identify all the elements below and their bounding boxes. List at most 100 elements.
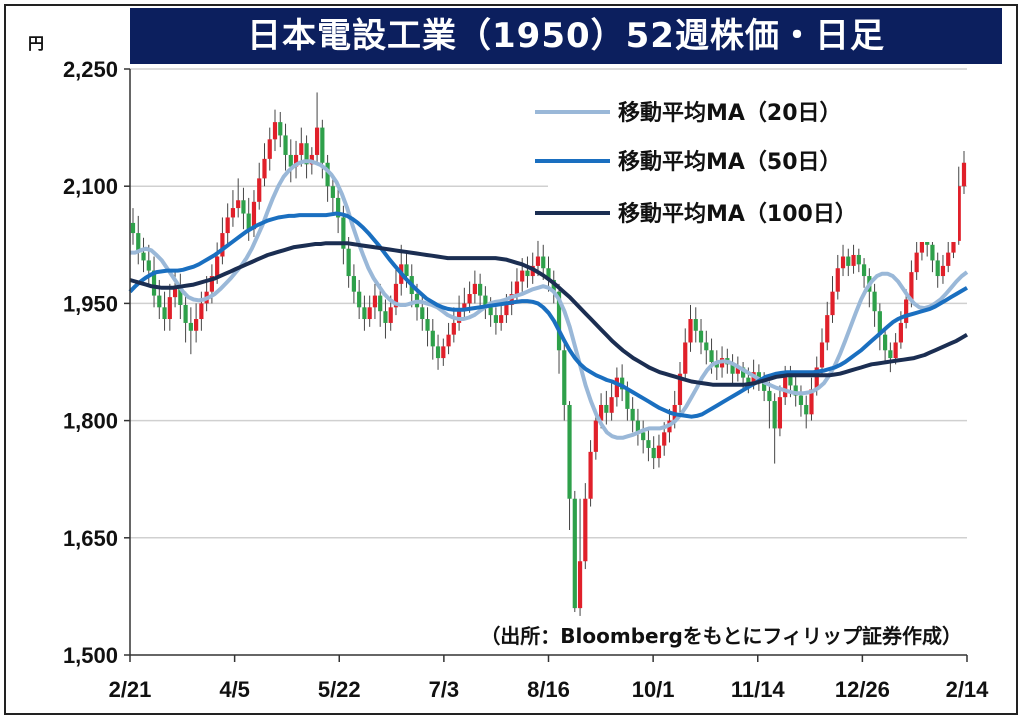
candle-body-97	[641, 432, 646, 441]
candle-body-43	[357, 291, 362, 308]
legend-label-ma20: 移動平均MA（20日）	[618, 100, 842, 126]
candle-body-90	[604, 404, 609, 413]
candle-body-125	[788, 375, 793, 386]
candle-body-41	[346, 248, 351, 277]
candle-body-111	[714, 362, 719, 368]
candle-45	[367, 295, 372, 327]
candle-body-101	[662, 432, 667, 446]
candle-body-27	[272, 122, 278, 140]
candle-body-52	[404, 264, 409, 277]
x-tick-label-4: 8/16	[527, 677, 570, 702]
candle-body-56	[425, 319, 430, 331]
candle-body-9	[178, 286, 183, 305]
candle-body-89	[598, 404, 604, 421]
candle-body-85	[577, 561, 583, 609]
candle-body-4	[151, 270, 157, 296]
candle-body-17	[220, 233, 225, 257]
candle-body-127	[798, 395, 804, 405]
candle-body-104	[677, 373, 683, 405]
candle-body-40	[341, 217, 346, 249]
candle-body-33	[304, 143, 309, 165]
candle-body-107	[693, 319, 698, 331]
candle-body-136	[846, 256, 851, 266]
candle-104	[677, 362, 683, 413]
candle-24	[257, 162, 262, 210]
candle-44	[362, 295, 367, 331]
candle-body-24	[257, 178, 262, 202]
candle-body-92	[614, 377, 619, 398]
candle-28	[278, 111, 283, 148]
candle-body-88	[593, 420, 598, 452]
candle-body-108	[698, 330, 704, 343]
candle-body-80	[551, 279, 556, 292]
candle-body-155	[946, 252, 951, 266]
candle-22	[246, 197, 251, 241]
candle-84	[572, 490, 577, 613]
candle-50	[393, 268, 399, 316]
candle-body-57	[430, 330, 435, 347]
candle-96	[635, 408, 641, 446]
candle-115	[735, 356, 740, 382]
x-tick-label-6: 11/14	[731, 677, 786, 702]
candle-body-96	[635, 420, 641, 433]
candle-69	[493, 307, 499, 335]
candle-body-117	[746, 377, 751, 384]
candle-body-19	[230, 208, 236, 218]
y-tick-labels: 2,250 2,100 1,950 1,800 1,650 1,500	[63, 57, 130, 668]
candle-114	[730, 354, 735, 384]
candle-body-38	[330, 186, 335, 198]
x-tick-label-3: 7/3	[429, 677, 460, 702]
candle-122	[772, 393, 777, 464]
candle-33	[304, 135, 309, 179]
candle-154	[940, 254, 946, 284]
candle-body-63	[462, 303, 467, 312]
candle-body-70	[499, 315, 504, 323]
candle-97	[641, 420, 646, 454]
candle-body-71	[504, 304, 509, 316]
candle-body-150	[919, 233, 925, 253]
candle-158	[961, 151, 967, 195]
candle-body-94	[625, 389, 630, 409]
candle-body-67	[483, 295, 488, 308]
candle-39	[336, 186, 341, 234]
candle-19	[230, 190, 236, 227]
candle-155	[946, 240, 951, 273]
candle-body-121	[767, 390, 772, 402]
candle-body-147	[904, 299, 909, 323]
ma-line-0	[130, 159, 969, 440]
candle-20	[236, 178, 241, 218]
candle-134	[835, 254, 840, 300]
candle-149	[914, 236, 919, 280]
candle-body-154	[940, 265, 946, 277]
candle-body-129	[809, 389, 814, 415]
candle-body-156	[951, 240, 956, 253]
candle-body-48	[383, 311, 388, 323]
candle-9	[178, 273, 183, 320]
candle-10	[183, 291, 188, 343]
candle-157	[956, 166, 961, 245]
candle-body-93	[620, 377, 625, 390]
candle-48	[383, 299, 388, 339]
legend-label-ma100: 移動平均MA（100日）	[618, 201, 857, 227]
candle-body-144	[888, 350, 893, 359]
candle-143	[883, 326, 888, 362]
candle-body-15	[209, 276, 214, 292]
y-tick-label-2: 1,950	[63, 291, 118, 316]
candle-body-23	[251, 201, 257, 230]
candle-91	[609, 383, 614, 421]
candle-body-131	[819, 342, 825, 368]
candle-body-8	[172, 286, 178, 298]
candle-17	[220, 217, 225, 265]
candle-body-98	[646, 440, 651, 448]
candle-body-0	[130, 222, 136, 234]
candle-body-28	[278, 122, 283, 136]
candle-141	[872, 283, 877, 327]
candle-12	[194, 303, 199, 343]
candle-85	[577, 498, 583, 616]
candle-133	[830, 276, 835, 323]
candle-139	[861, 258, 867, 288]
candle-body-6	[162, 307, 167, 320]
candle-body-65	[472, 283, 477, 295]
candle-body-116	[741, 367, 746, 378]
candle-body-44	[362, 307, 367, 320]
